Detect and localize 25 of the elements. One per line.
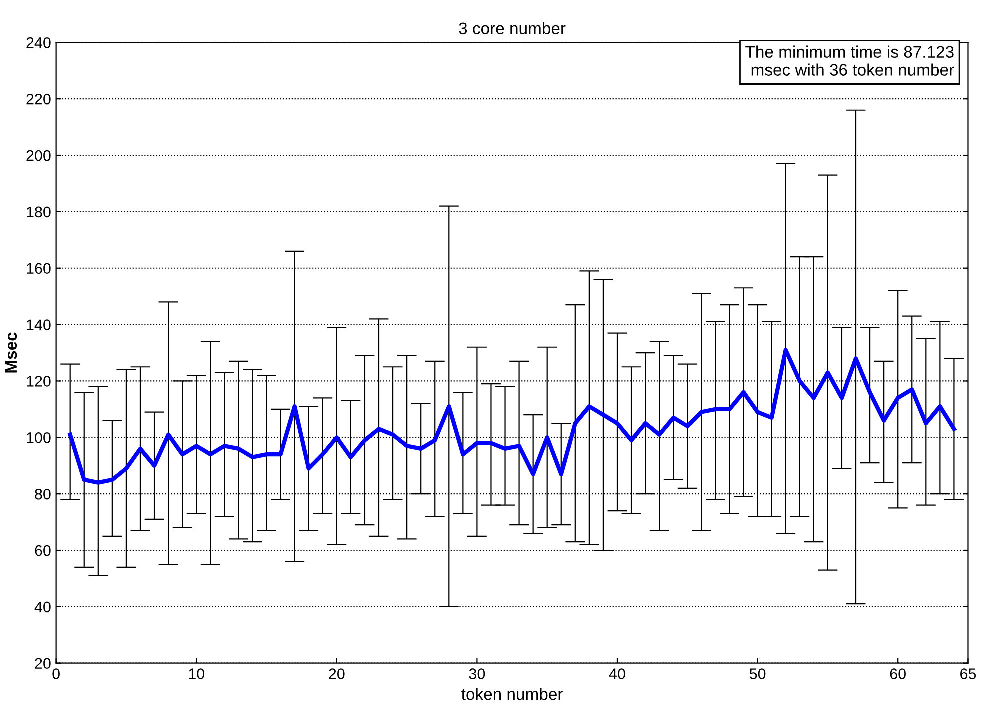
chart-title: 3 core number	[459, 22, 566, 34]
y-tick-label: 120	[27, 376, 51, 387]
x-tick-label: 10	[189, 668, 205, 680]
y-tick-label: 140	[27, 320, 51, 330]
x-tick-label: 30	[469, 668, 486, 680]
y-tick-label: 40	[34, 602, 51, 613]
y-tick-label: 240	[26, 38, 51, 48]
y-tick-label: 20	[35, 658, 51, 670]
x-tick-label: 40	[609, 668, 626, 680]
y-tick-label: 180	[27, 206, 51, 218]
line-series	[68, 348, 956, 485]
x-tick-label: 60	[890, 668, 906, 680]
y-axis-title: Msec	[5, 332, 18, 373]
y-tick-label: 60	[35, 545, 51, 556]
x-tick-label: 65	[960, 668, 976, 680]
y-tick-label: 220	[26, 94, 51, 105]
x-axis-title: token number	[462, 688, 563, 700]
y-tick-label: 100	[27, 432, 51, 444]
x-tick-label: 50	[750, 668, 766, 680]
y-tick-label: 80	[35, 488, 51, 500]
x-tick-label: 20	[329, 668, 345, 680]
annotation: The minimum time is 87.123 msec with 36 token number	[746, 46, 954, 76]
y-tick-label: 160	[27, 263, 51, 274]
y-tick-label: 200	[26, 150, 51, 162]
x-tick-label: 0	[52, 668, 60, 680]
